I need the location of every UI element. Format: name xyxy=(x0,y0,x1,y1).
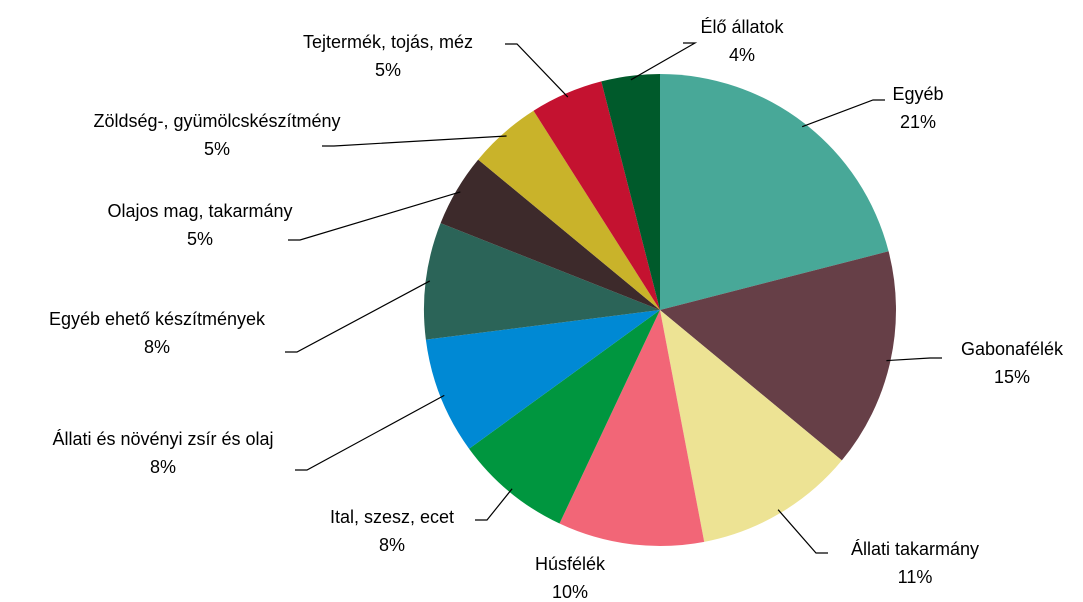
slice-label: Tejtermék, tojás, méz xyxy=(303,32,473,52)
slice-label: Zöldség-, gyümölcskészítmény xyxy=(93,111,340,131)
leader-line xyxy=(886,357,942,362)
leader-line xyxy=(801,99,885,128)
slice-value-label: 4% xyxy=(729,45,755,65)
slice-value-label: 8% xyxy=(144,337,170,357)
pie-slice xyxy=(425,310,660,449)
slice-value-label: 8% xyxy=(379,535,405,555)
slice-value-label: 8% xyxy=(150,457,176,477)
leader-line xyxy=(288,191,461,241)
slice-value-label: 5% xyxy=(187,229,213,249)
slice-label: Gabonafélék xyxy=(961,339,1064,359)
leader-line xyxy=(295,394,445,471)
pie-slice xyxy=(440,159,660,310)
slice-label: Egyéb ehető készítmények xyxy=(49,309,266,329)
slice-value-label: 5% xyxy=(204,139,230,159)
leader-line xyxy=(630,42,698,81)
slice-value-label: 10% xyxy=(552,582,588,602)
leader-line xyxy=(322,135,507,147)
slice-label: Húsfélék xyxy=(535,554,606,574)
slice-label: Állati takarmány xyxy=(851,539,979,559)
pie-slice xyxy=(660,251,897,461)
pie-slice xyxy=(559,310,705,546)
slice-value-label: 11% xyxy=(898,567,933,587)
pie-slice xyxy=(424,223,660,340)
slice-value-label: 21% xyxy=(900,112,936,132)
pie-slice xyxy=(478,110,660,310)
pie-slice xyxy=(469,310,660,524)
slice-label: Ital, szesz, ecet xyxy=(330,507,454,527)
leader-line xyxy=(475,488,513,521)
slice-label: Állati és növényi zsír és olaj xyxy=(52,429,273,449)
pie-slice xyxy=(660,310,842,542)
slice-value-label: 5% xyxy=(375,60,401,80)
slice-label: Élő állatok xyxy=(700,17,784,37)
slice-label: Olajos mag, takarmány xyxy=(107,201,292,221)
pie-slice xyxy=(533,81,660,311)
pie-slice xyxy=(660,74,889,310)
slice-label: Egyéb xyxy=(892,84,943,104)
pie-slice xyxy=(601,74,660,310)
leader-line xyxy=(777,509,828,554)
leader-line xyxy=(285,280,431,353)
slice-value-label: 15% xyxy=(994,367,1030,387)
leader-line xyxy=(505,43,569,98)
